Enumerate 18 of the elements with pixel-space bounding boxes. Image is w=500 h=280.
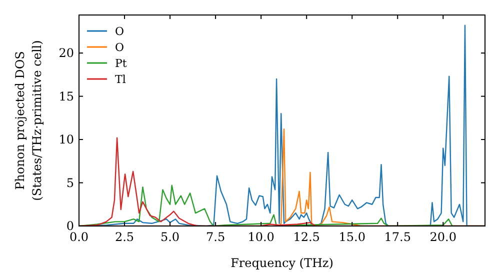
- x-tick-label: 15.0: [338, 230, 366, 244]
- x-tick-label: 5.0: [160, 230, 180, 244]
- legend-label: Tl: [115, 72, 126, 86]
- y-tick-label: 5: [66, 176, 74, 190]
- x-tick-label: 7.5: [206, 230, 226, 244]
- x-tick-label: 12.5: [293, 230, 320, 244]
- y-tick-label: 10: [58, 132, 74, 147]
- y-tick-label: 20: [58, 46, 74, 60]
- y-axis-title: Phonon projected DOS (States/THz·primitive cell): [13, 40, 44, 201]
- legend-label: O: [115, 24, 124, 38]
- x-tick-label: 10.0: [248, 230, 274, 244]
- x-tick-label: 17.5: [384, 230, 411, 244]
- x-axis-title: Frequency (THz): [230, 256, 334, 270]
- legend-label: O: [115, 40, 124, 54]
- y-tick-label: 15: [58, 89, 74, 104]
- x-tick-label: 20.0: [430, 230, 456, 244]
- legend-label: Pt: [115, 56, 128, 70]
- x-tick-label: 2.5: [114, 230, 134, 244]
